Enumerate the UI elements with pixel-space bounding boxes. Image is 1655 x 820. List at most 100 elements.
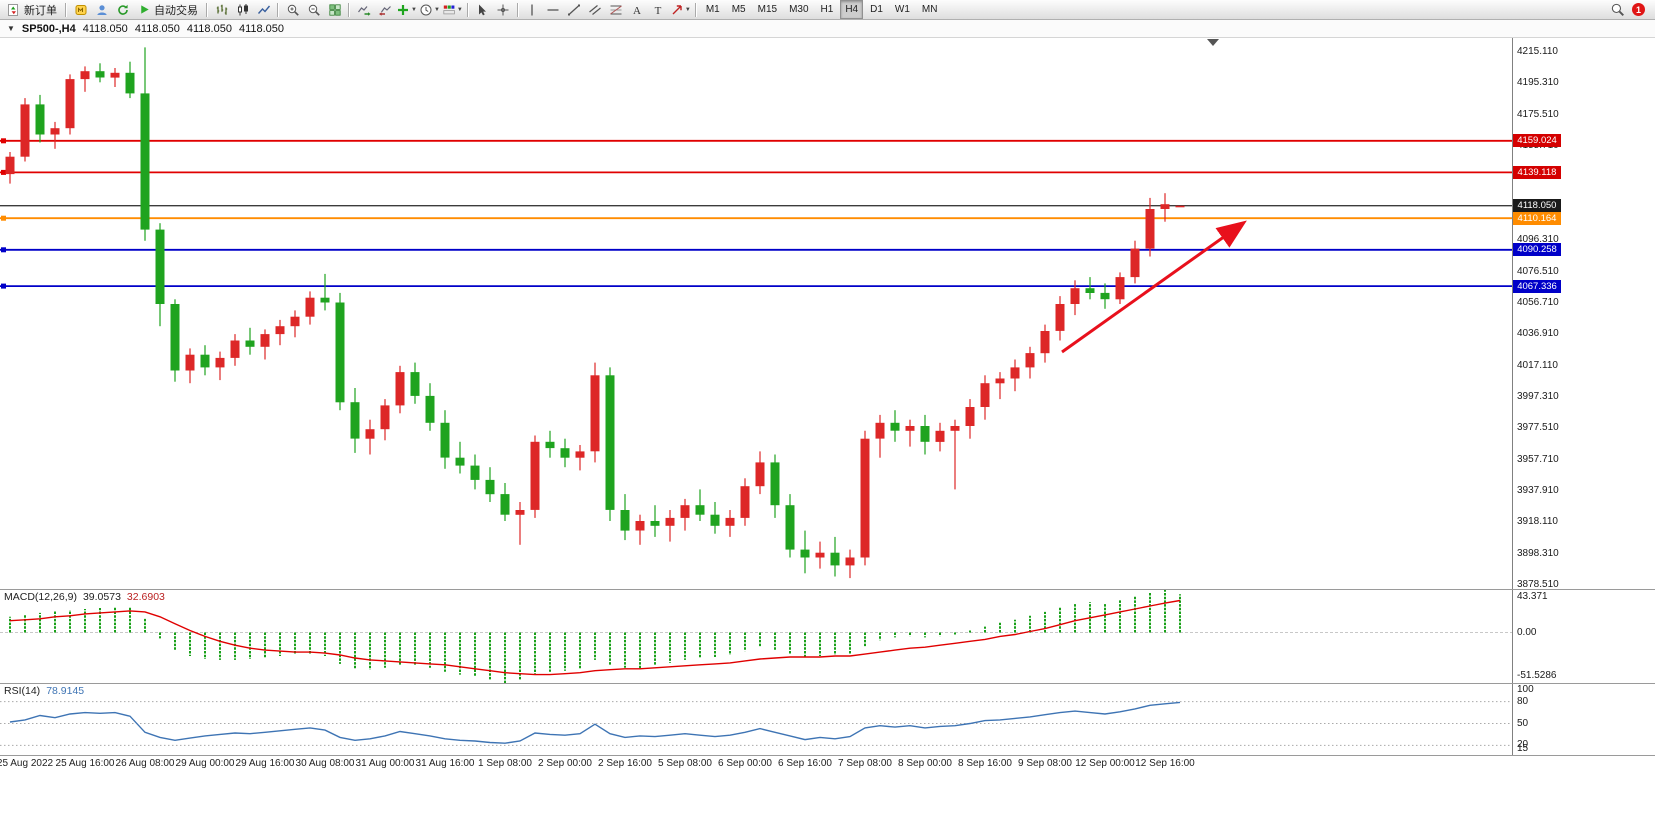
time-tick: 12 Sep 16:00 (1135, 758, 1195, 769)
time-tick: 8 Sep 00:00 (898, 758, 952, 769)
fibonacci-button[interactable] (606, 1, 627, 18)
fibonacci-icon (610, 5, 623, 14)
timeframe-m30-button[interactable]: M30 (789, 4, 809, 15)
timeframe-h4-button[interactable]: H4 (840, 0, 864, 19)
rsi-tick: 80 (1517, 696, 1529, 707)
crosshair-button[interactable] (493, 1, 514, 18)
timeframe-m5-button[interactable]: M5 (731, 4, 746, 15)
chart-shift-marker[interactable] (1207, 39, 1219, 46)
time-tick: 26 Aug 08:00 (115, 758, 175, 769)
macd-panel-row: MACD(12,26,9) 39.0573 32.6903 43.371 0.00… (0, 590, 1655, 683)
refresh-button[interactable] (112, 1, 133, 18)
time-tick: 29 Aug 16:00 (235, 758, 295, 769)
price-axis[interactable]: 4215.1104195.3104175.5104155.7104135.910… (1513, 38, 1655, 590)
rsi-name: RSI(14) (4, 685, 41, 697)
candlestick-canvas[interactable] (0, 38, 1512, 589)
new-order-label: 新订单 (24, 4, 57, 17)
zoom-in-button[interactable] (282, 1, 303, 18)
arrows-dropdown-caret[interactable]: ▼ (684, 6, 691, 13)
macd-tick: 43.371 (1517, 591, 1548, 602)
candle (5, 152, 15, 184)
profile-button[interactable] (91, 1, 112, 18)
autotrading-button[interactable]: 自动交易 (133, 1, 203, 18)
candle (1085, 277, 1095, 300)
candle (1010, 359, 1020, 392)
candlestick-chart-button[interactable] (232, 1, 253, 18)
chart-shift-button[interactable] (374, 1, 395, 18)
time-tick: 2 Sep 16:00 (598, 758, 652, 769)
candle (500, 483, 510, 521)
vertical-line-button[interactable] (522, 1, 543, 18)
time-tick: 25 Aug 16:00 (55, 758, 115, 769)
metaeditor-button[interactable] (70, 1, 91, 18)
bar-chart-button[interactable] (211, 1, 232, 18)
candle (800, 530, 810, 574)
periods-button[interactable]: ▼ (418, 1, 441, 18)
timeframe-m15-button[interactable]: M15 (757, 4, 778, 15)
timeframe-d1-button[interactable]: D1 (870, 4, 883, 15)
search-icon[interactable] (1610, 2, 1625, 17)
main-chart-row: 4215.1104195.3104175.5104155.7104135.910… (0, 38, 1655, 590)
candle (920, 414, 930, 455)
price-line[interactable] (0, 138, 1512, 144)
panel-separator[interactable] (0, 589, 1655, 590)
tile-windows-button[interactable] (324, 1, 345, 18)
line-chart-button[interactable] (253, 1, 274, 18)
chart-menu-icon[interactable]: ▼ (7, 24, 15, 33)
time-tick: 25 Aug 2022 (0, 758, 54, 769)
candle (845, 549, 855, 579)
rsi-plot[interactable]: RSI(14) 78.9145 (0, 684, 1513, 755)
zoom-out-button[interactable] (303, 1, 324, 18)
price-tick: 4076.510 (1517, 266, 1559, 277)
panel-separator (0, 755, 1655, 756)
candle (995, 372, 1005, 400)
new-order-button[interactable]: 新订单 (2, 1, 62, 18)
indicators-button[interactable]: ▼ (395, 1, 418, 18)
line-chart-icon (257, 5, 270, 14)
trend-arrow[interactable] (1061, 220, 1247, 354)
candle (365, 419, 375, 455)
price-line[interactable] (0, 215, 1512, 221)
rsi-canvas[interactable] (0, 684, 1512, 755)
candle (290, 310, 300, 338)
price-line[interactable] (0, 247, 1512, 253)
macd-canvas[interactable] (0, 590, 1512, 683)
toolbar-right: 1 (1610, 2, 1653, 17)
candle (890, 410, 900, 442)
tile-windows-icon (328, 3, 341, 16)
price-line[interactable] (0, 283, 1512, 289)
arrow-tool-icon (672, 4, 682, 14)
time-axis[interactable]: 25 Aug 2022 25 Aug 16:00 26 Aug 08:00 29 Au… (0, 756, 1512, 773)
timeframe-m1-button[interactable]: M1 (705, 4, 720, 15)
trendline-button[interactable] (564, 1, 585, 18)
candle (815, 541, 825, 569)
templates-button[interactable]: ▼ (441, 1, 464, 18)
candle (425, 383, 435, 431)
arrows-tool-button[interactable]: ▼ (669, 1, 692, 18)
main-chart-plot[interactable] (0, 38, 1513, 589)
price-tick: 3957.710 (1517, 454, 1559, 465)
periods-dropdown-caret[interactable]: ▼ (433, 6, 440, 13)
channel-button[interactable] (585, 1, 606, 18)
macd-main-value: 39.0573 (82, 591, 121, 603)
horizontal-line-button[interactable] (543, 1, 564, 18)
price-line[interactable] (0, 169, 1512, 175)
templates-dropdown-caret[interactable]: ▼ (456, 6, 463, 13)
time-tick: 7 Sep 08:00 (838, 758, 892, 769)
macd-plot[interactable]: MACD(12,26,9) 39.0573 32.6903 (0, 590, 1513, 683)
notification-badge[interactable]: 1 (1632, 3, 1645, 16)
text-button[interactable]: A (627, 1, 648, 18)
candle (575, 445, 585, 471)
candle (260, 329, 270, 360)
horizontal-line-icon (547, 8, 559, 11)
timeframe-w1-button[interactable]: W1 (894, 4, 910, 15)
indicators-dropdown-caret[interactable]: ▼ (411, 6, 417, 13)
macd-signal-line (9, 599, 1181, 676)
auto-scroll-button[interactable] (353, 1, 374, 18)
cursor-button[interactable] (472, 1, 493, 18)
timeframe-h1-button[interactable]: H1 (820, 4, 834, 15)
panel-separator[interactable] (0, 683, 1655, 684)
text-label-button[interactable]: T (648, 1, 669, 18)
timeframe-mn-button[interactable]: MN (921, 4, 938, 15)
